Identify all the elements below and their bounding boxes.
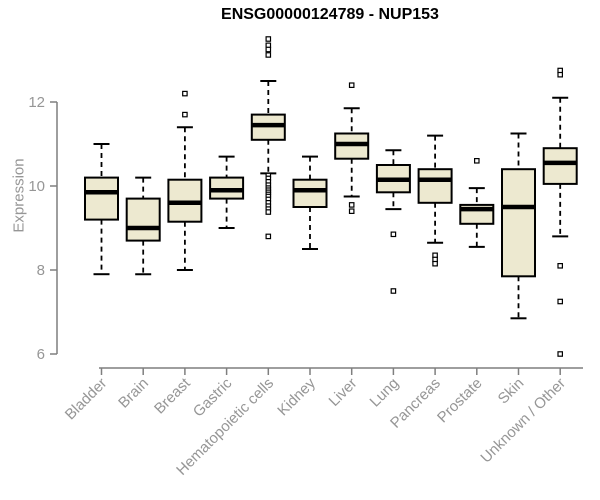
x-category-label: Brain (115, 375, 152, 412)
boxplot-pancreas (417, 134, 453, 267)
outlier-point (182, 90, 188, 97)
x-category-label: Breast (151, 374, 194, 417)
outlier-point (557, 351, 564, 357)
box-rect (501, 168, 536, 278)
outlier-point (348, 82, 355, 89)
outlier-point (348, 202, 355, 208)
boxplot-kidney (292, 155, 328, 250)
boxplot-liver (334, 82, 370, 215)
x-category-label: Lung (367, 375, 403, 411)
y-tick-label: 8 (37, 262, 45, 279)
boxplot-bladder (84, 143, 119, 276)
boxplot-prostate (459, 158, 495, 248)
outlier-point (432, 260, 438, 267)
boxplot-skin (501, 132, 536, 320)
boxplot-brain (125, 176, 161, 276)
box-rect (542, 147, 578, 185)
x-category-label: Skin (495, 375, 528, 408)
x-category-label: Prostate (434, 375, 486, 427)
outlier-point (265, 52, 272, 58)
boxplot-unknown-other (542, 67, 578, 357)
boxplot-breast (167, 90, 203, 271)
outlier-point (265, 36, 272, 42)
outlier-point (390, 288, 397, 294)
chart-title: ENSG00000124789 - NUP153 (221, 6, 439, 23)
outlier-point (265, 209, 272, 215)
x-category-label: Bladder (62, 375, 111, 424)
boxplot-hematopoietic-cells (250, 36, 286, 240)
box-rect (417, 168, 453, 204)
outlier-point (557, 298, 564, 305)
outlier-point (390, 231, 397, 238)
box-rect (292, 178, 328, 208)
outlier-point (182, 111, 188, 118)
boxplot-lung (375, 149, 411, 294)
box-rect (125, 197, 161, 242)
y-tick-label: 10 (28, 178, 45, 195)
boxplot-gastric (209, 155, 245, 229)
x-category-label: Liver (326, 375, 361, 410)
y-tick-label: 12 (28, 94, 45, 111)
outlier-point (557, 71, 564, 78)
x-category-label: Kidney (274, 374, 319, 419)
outlier-point (265, 46, 272, 53)
box-rect (84, 176, 119, 221)
y-tick-label: 6 (37, 346, 45, 363)
outlier-point (474, 158, 480, 164)
outlier-point (348, 208, 355, 215)
outlier-point (265, 233, 272, 240)
outlier-point (557, 263, 564, 269)
y-axis-label: Expression (10, 158, 28, 233)
